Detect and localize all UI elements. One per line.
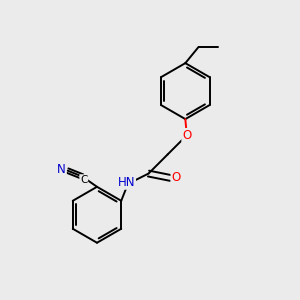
Text: HN: HN: [118, 176, 135, 189]
Text: N: N: [57, 163, 66, 176]
Text: O: O: [182, 129, 191, 142]
Text: O: O: [171, 172, 181, 184]
Text: C: C: [80, 175, 87, 185]
